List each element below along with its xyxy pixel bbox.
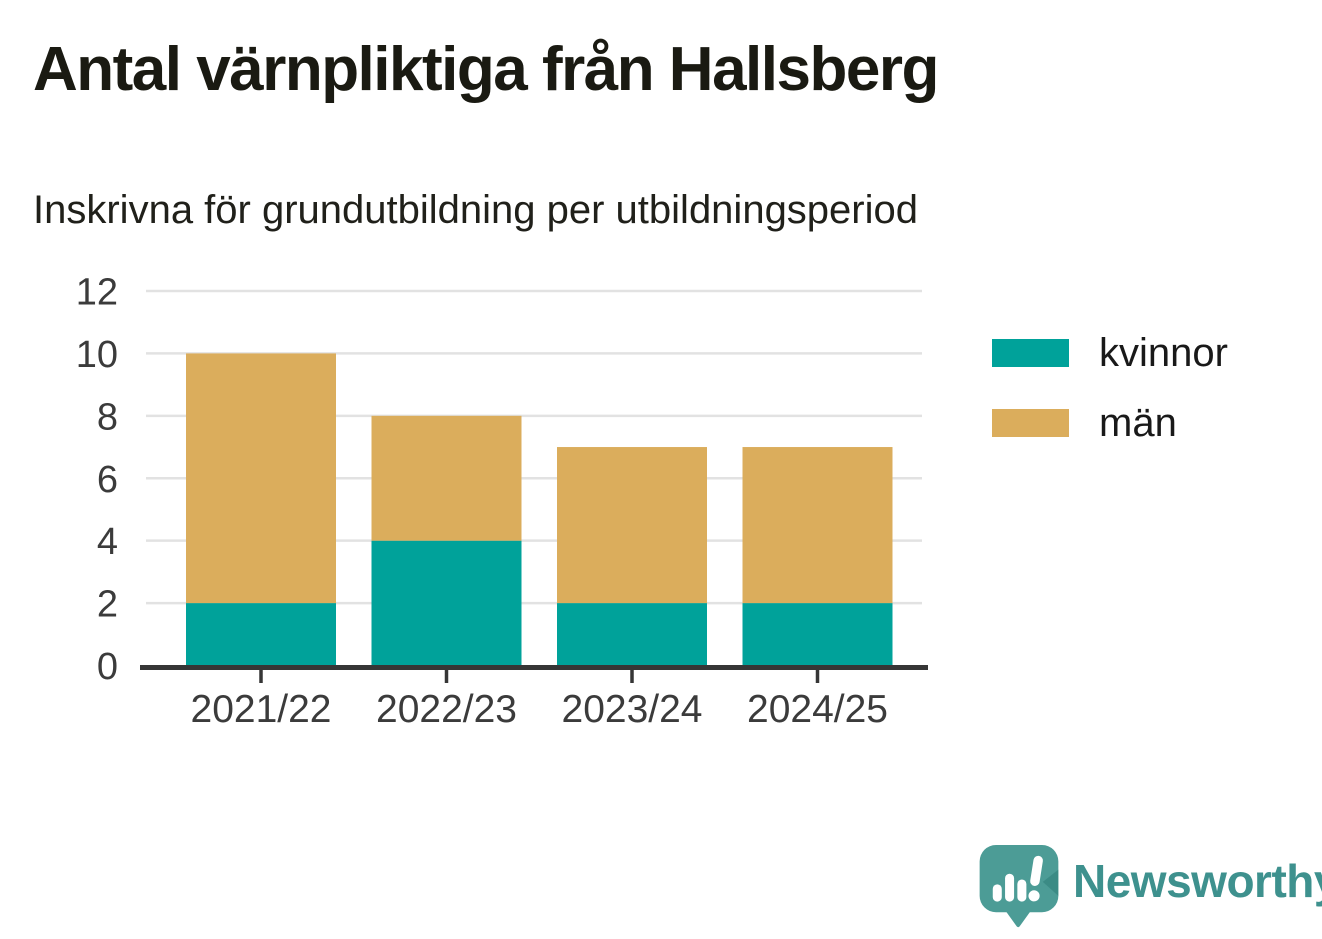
y-tick-label-6: 6 xyxy=(97,459,118,501)
legend-swatch-kvinnor xyxy=(992,339,1069,367)
legend-label: män xyxy=(1099,401,1177,445)
y-tick-label-4: 4 xyxy=(97,521,118,563)
y-tick-label-8: 8 xyxy=(97,396,118,438)
chart-legend: kvinnor män xyxy=(992,333,1228,443)
legend-label: kvinnor xyxy=(1099,331,1228,375)
bar-segment-män-2024-25 xyxy=(742,447,893,604)
y-tick-label-0: 0 xyxy=(97,646,118,688)
bar-segment-kvinnor-2022-23 xyxy=(371,540,522,666)
newsworthy-branding: Newsworthy xyxy=(978,843,1322,929)
legend-item-kvinnor: kvinnor xyxy=(992,333,1228,373)
x-tick-label-2024-25: 2024/25 xyxy=(747,688,888,731)
legend-swatch-man xyxy=(992,409,1069,437)
bar-segment-kvinnor-2023-24 xyxy=(557,603,707,666)
bar-segment-män-2021-22 xyxy=(186,353,336,604)
newsworthy-wordmark: Newsworthy xyxy=(1073,855,1322,907)
legend-item-man: män xyxy=(992,403,1228,443)
chart-subtitle: Inskrivna för grundutbildning per utbild… xyxy=(33,188,918,232)
bar-segment-män-2022-23 xyxy=(371,415,522,541)
speech-bubble-bar-chart-icon xyxy=(979,845,1059,928)
y-tick-label-2: 2 xyxy=(97,584,118,626)
bar-segment-kvinnor-2024-25 xyxy=(742,603,893,666)
bar-segment-män-2023-24 xyxy=(557,447,707,604)
x-tick-label-2023-24: 2023/24 xyxy=(562,688,703,731)
bar-segment-kvinnor-2021-22 xyxy=(186,603,336,666)
y-tick-label-10: 10 xyxy=(76,334,118,376)
x-tick-label-2022-23: 2022/23 xyxy=(376,688,517,731)
x-tick-label-2021-22: 2021/22 xyxy=(191,688,332,731)
chart-title: Antal värnpliktiga från Hallsberg xyxy=(33,35,939,104)
y-tick-label-12: 12 xyxy=(76,272,118,314)
